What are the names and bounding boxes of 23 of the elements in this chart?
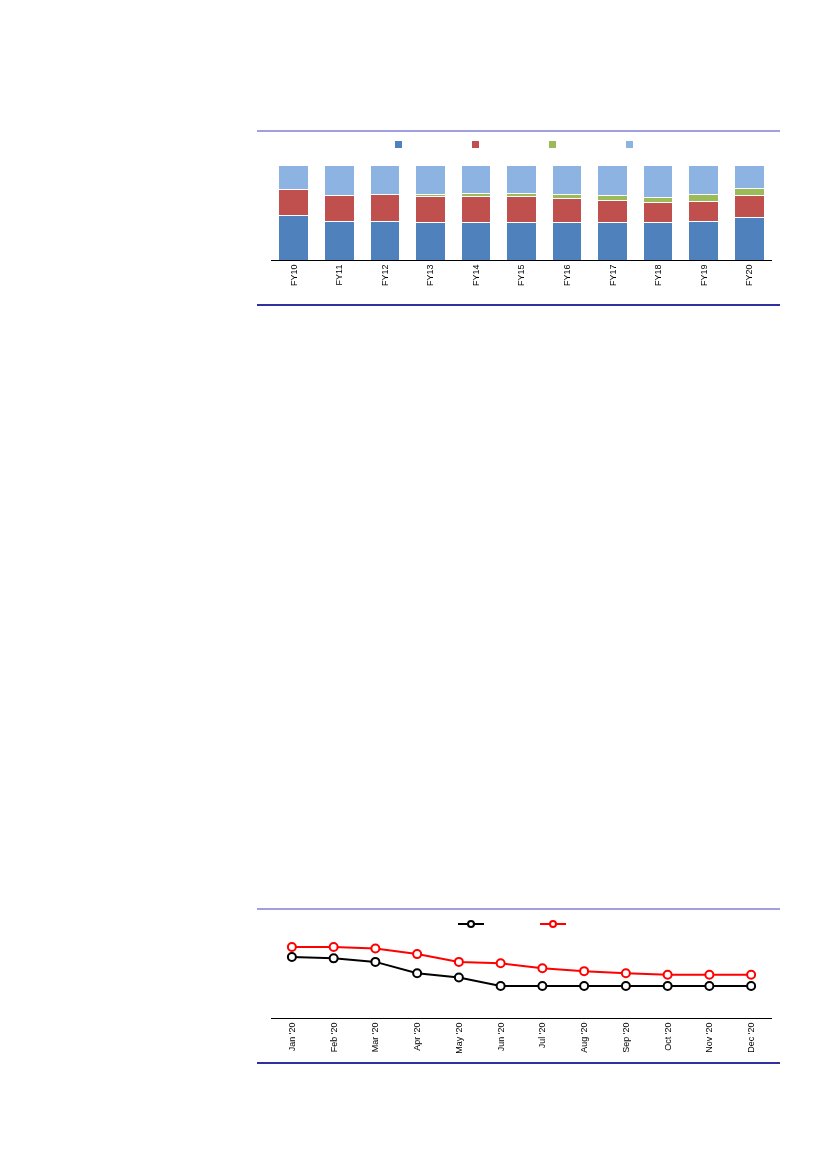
x-tick-label: Apr '20	[412, 1022, 423, 1051]
x-tick-label: Mar '20	[370, 1022, 381, 1053]
x-tick-label: Aug '20	[579, 1022, 590, 1053]
x-tick-label: Dec '20	[746, 1022, 757, 1053]
x-tick-label: FY16	[561, 264, 572, 287]
x-tick-label: Jun '20	[495, 1022, 506, 1052]
x-tick-label: Jul '20	[537, 1022, 548, 1049]
x-tick-label: May '20	[453, 1022, 464, 1054]
x-tick-label: FY20	[744, 264, 755, 287]
x-tick-label: FY12	[379, 264, 390, 287]
x-tick-label: FY18	[653, 264, 664, 287]
x-tick-label: Jan '20	[286, 1022, 297, 1052]
x-tick-label: FY10	[288, 264, 299, 287]
x-tick-label: FY15	[516, 264, 527, 287]
x-tick-label: FY11	[334, 264, 345, 286]
x-tick-label: Oct '20	[662, 1022, 673, 1051]
x-tick-label: Sep '20	[620, 1022, 631, 1053]
x-tick-label: Nov '20	[704, 1022, 715, 1053]
x-tick-label: FY17	[607, 264, 618, 287]
x-tick-label: FY19	[698, 264, 709, 287]
x-tick-label: Feb '20	[328, 1022, 339, 1053]
x-tick-label: FY13	[425, 264, 436, 287]
x-tick-label: FY14	[470, 264, 481, 287]
